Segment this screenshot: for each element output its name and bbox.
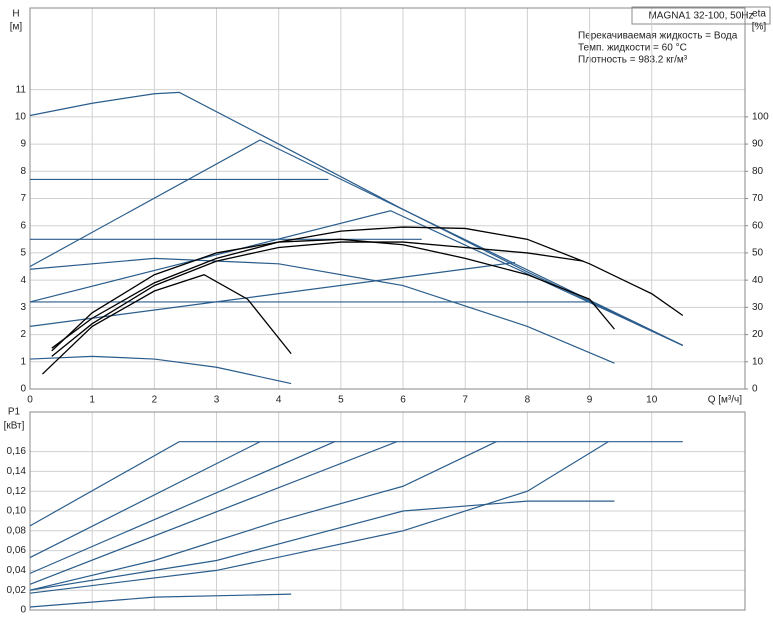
y-tick-label: 0,02 [7,585,27,596]
curve [29,500,615,591]
annotation: Плотность = 983.2 кг/м³ [578,55,688,66]
y-tick-label: 1 [20,356,26,367]
curve [29,593,292,608]
y-tick-label: 0,10 [7,506,27,517]
y-tick-label: 0 [20,605,26,616]
x-tick-label: 2 [152,395,158,406]
curve [29,257,615,364]
curve [29,441,398,585]
y2-tick-label: 0 [752,384,758,395]
y-tick-label: 5 [20,248,26,259]
x-tick-label: 6 [400,395,406,406]
annotation: Темп. жидкости = 60 °C [578,43,687,54]
curve [51,238,615,352]
y-tick-label: 8 [20,166,26,177]
y2-tick-label: 10 [752,356,764,367]
x-tick-label: 4 [276,395,282,406]
x-tick-label: 0 [27,395,33,406]
y-tick-label: 11 [16,84,27,95]
y-tick-label: 4 [20,275,26,286]
y-tick-label: 7 [20,193,26,204]
curve [41,273,292,375]
title-box [631,6,771,25]
y-tick-label: 0,08 [7,525,27,536]
curve [29,91,684,346]
x-tick-label: 9 [587,395,593,406]
curve [29,441,335,574]
x-tick-label: 10 [646,395,658,406]
y-tick-label: 0 [20,384,26,395]
y2-tick-label: 70 [752,193,764,204]
curve [29,210,684,347]
x-axis-label: Q [м³/ч] [708,395,743,406]
y2-tick-label: 20 [752,329,764,340]
y-tick-label: 0,12 [7,486,27,497]
y-axis-label: P1 [8,407,21,418]
curve [51,226,684,349]
y2-axis-unit: [%] [752,22,767,33]
y-tick-label: 10 [15,111,27,122]
y-axis-unit: [кВт] [4,421,25,432]
curve [29,355,292,385]
annotation: Перекачиваемая жидкость = Вода [578,31,738,42]
chart-title: MAGNA1 32-100, 50Hz [648,11,753,22]
y-tick-label: 0,04 [7,565,27,576]
curve [29,441,261,559]
curve [51,241,584,357]
y-tick-label: 0,16 [7,446,27,457]
x-tick-label: 5 [338,395,344,406]
curve [29,139,684,346]
y2-tick-label: 50 [752,248,764,259]
y-tick-label: 9 [20,139,26,150]
curve [29,441,683,527]
y2-tick-label: 40 [752,275,764,286]
x-tick-label: 7 [462,395,468,406]
y-axis-unit: [м] [10,22,23,33]
y2-axis-label: eta [752,9,766,20]
x-tick-label: 1 [89,395,95,406]
y2-tick-label: 100 [752,111,769,122]
y2-tick-label: 30 [752,302,764,313]
x-tick-label: 8 [525,395,531,406]
y-tick-label: 3 [20,302,26,313]
y2-tick-label: 90 [752,139,764,150]
x-tick-label: 3 [214,395,220,406]
y-tick-label: 6 [20,220,26,231]
y2-tick-label: 80 [752,166,764,177]
plot-frame [29,411,746,611]
curve [29,441,497,591]
y2-tick-label: 60 [752,220,764,231]
curve [29,441,609,594]
plot-frame [29,7,746,390]
y-tick-label: 2 [20,329,26,340]
y-tick-label: 0,06 [7,545,27,556]
y-axis-label: H [12,9,19,20]
y-tick-label: 0,14 [7,466,27,477]
